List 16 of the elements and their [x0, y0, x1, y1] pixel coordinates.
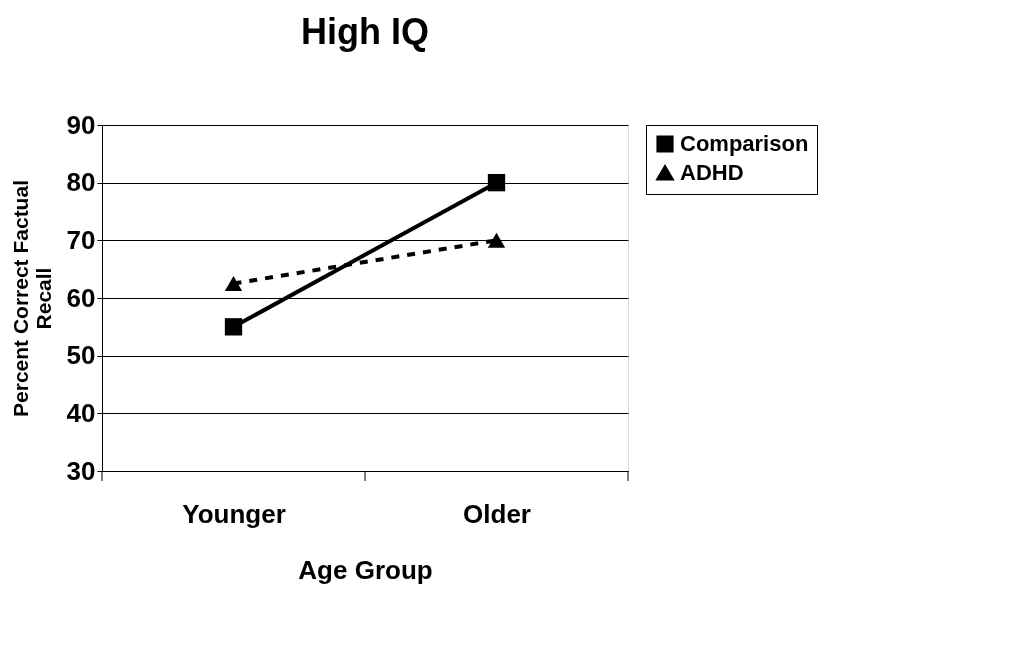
chart-title: High IQ — [301, 11, 429, 52]
point — [224, 318, 243, 336]
y-tick-label: 30 — [66, 455, 96, 486]
y-tick-label: 40 — [66, 397, 96, 428]
y-tick-label: 50 — [66, 340, 96, 371]
y-tick-label: 70 — [66, 224, 96, 255]
point — [487, 174, 506, 192]
legend-label: ADHD — [680, 160, 744, 185]
y-tick-label: 80 — [66, 167, 96, 198]
x-tick-label: Younger — [182, 498, 286, 529]
x-tick-label: Older — [463, 498, 531, 529]
y-tick-label: 90 — [66, 109, 96, 140]
y-axis-title: Percent Correct Factual Recall — [8, 180, 55, 417]
x-axis-title: Age Group — [298, 554, 433, 585]
legend-label: Comparison — [680, 131, 809, 156]
y-tick-label: 60 — [66, 282, 96, 313]
